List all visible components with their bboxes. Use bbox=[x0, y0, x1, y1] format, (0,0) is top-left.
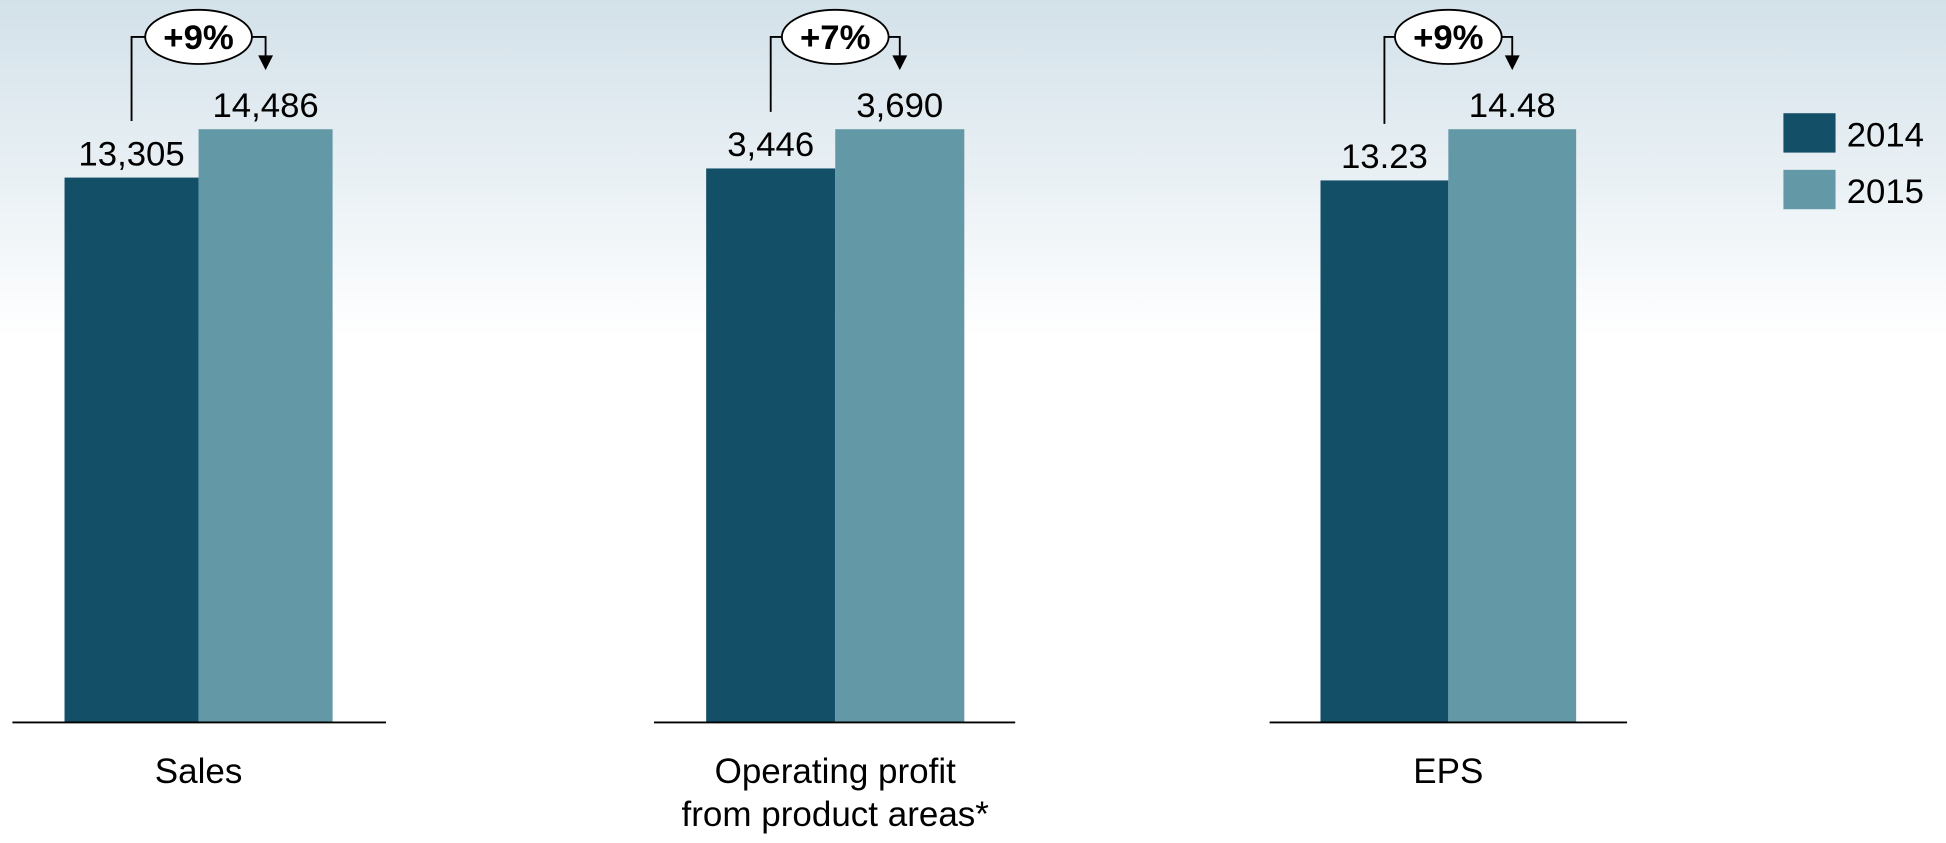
category-label: EPS bbox=[1413, 752, 1484, 791]
legend-swatch bbox=[1783, 113, 1836, 153]
arrow-head bbox=[258, 55, 274, 71]
legend-swatch bbox=[1783, 169, 1836, 210]
bar bbox=[706, 168, 836, 723]
value-label: 3,690 bbox=[856, 87, 943, 125]
value-label: 13.23 bbox=[1341, 138, 1428, 176]
annotation-bubble bbox=[144, 8, 253, 65]
category-label: Operating profit from product areas* bbox=[681, 752, 989, 834]
value-label: 3,446 bbox=[727, 126, 814, 164]
legend-label: 2014 bbox=[1847, 117, 1924, 155]
value-label: 14,486 bbox=[212, 87, 318, 125]
annotation-bubble bbox=[1394, 8, 1503, 65]
bar bbox=[1448, 129, 1577, 723]
annotation: +7% bbox=[800, 19, 870, 57]
annotation-bubble bbox=[780, 8, 890, 65]
bar bbox=[198, 129, 333, 723]
annotation: +9% bbox=[1413, 19, 1483, 57]
arrow-head bbox=[1504, 55, 1520, 71]
bar bbox=[1320, 180, 1449, 723]
bar bbox=[64, 177, 199, 723]
arrow-head bbox=[892, 55, 908, 71]
category-label: Sales bbox=[154, 752, 243, 791]
value-label: 14.48 bbox=[1469, 87, 1556, 125]
annotation: +9% bbox=[163, 19, 233, 57]
bar bbox=[835, 129, 965, 723]
legend-label: 2015 bbox=[1847, 173, 1924, 211]
value-label: 13,305 bbox=[78, 135, 184, 173]
